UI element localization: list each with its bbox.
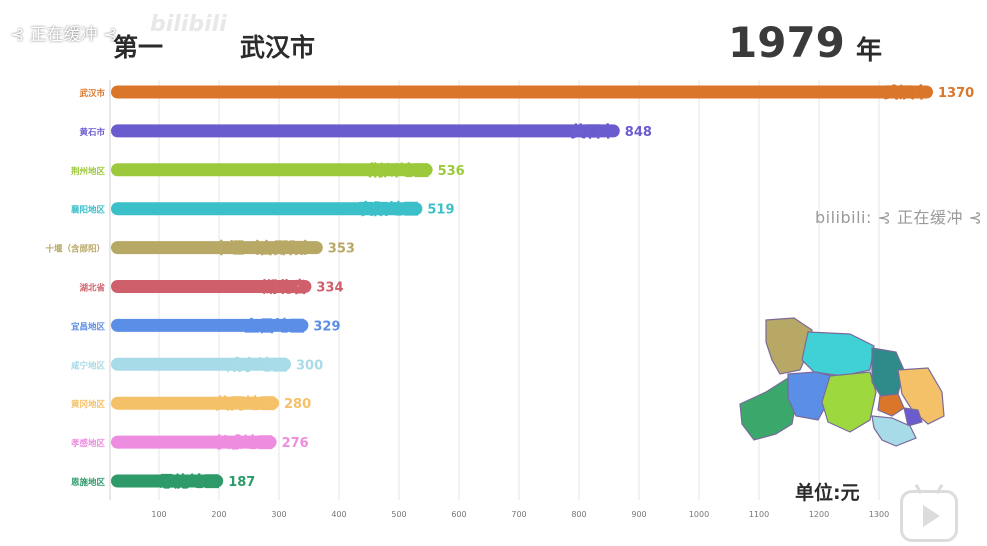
x-tick-label: 800 bbox=[571, 510, 586, 519]
value-label: 353 bbox=[328, 242, 355, 257]
bar bbox=[111, 124, 620, 138]
top-city-label: 武汉市 bbox=[240, 33, 316, 62]
bar-name-label: 黄石市 bbox=[571, 122, 616, 140]
buffering-indicator: ⊰ 正在缓冲 ⊰ bbox=[10, 25, 118, 45]
bar bbox=[111, 396, 279, 410]
bar bbox=[111, 202, 423, 216]
value-label: 280 bbox=[284, 397, 311, 412]
bar bbox=[111, 318, 309, 332]
value-label: 276 bbox=[282, 436, 309, 451]
hubei-map bbox=[739, 317, 945, 447]
buffering-watermark: bilibili: ⊰ 正在缓冲 ⊰ bbox=[815, 208, 983, 227]
value-label: 536 bbox=[438, 164, 465, 179]
x-tick-label: 200 bbox=[211, 510, 226, 519]
value-label: 519 bbox=[427, 203, 454, 218]
bar-name-label: 荆州地区 bbox=[369, 161, 429, 179]
value-label: 1370 bbox=[938, 86, 974, 101]
x-tick-label: 900 bbox=[631, 510, 646, 519]
year-unit-label: 年 bbox=[856, 36, 883, 66]
bar-name-label: 湖北省 bbox=[262, 278, 307, 296]
x-tick-label: 300 bbox=[271, 510, 286, 519]
category-label: 孝感地区 bbox=[70, 438, 106, 449]
bar-name-label: 咸宁地区 bbox=[227, 356, 287, 374]
bar-name-label: 十堰（含郧阳） bbox=[214, 239, 319, 257]
bar bbox=[111, 85, 933, 99]
category-label: 咸宁地区 bbox=[71, 360, 106, 371]
map-region bbox=[897, 367, 945, 425]
x-tick-label: 100 bbox=[151, 510, 166, 519]
rank-label: 第一 bbox=[113, 33, 164, 62]
x-tick-label: 700 bbox=[511, 510, 526, 519]
bar bbox=[111, 435, 277, 449]
x-tick-label: 1000 bbox=[689, 510, 709, 519]
category-label: 襄阳地区 bbox=[70, 205, 106, 216]
bar-name-label: 宜昌地区 bbox=[244, 317, 304, 335]
x-tick-label: 1100 bbox=[749, 510, 769, 519]
play-icon bbox=[923, 505, 940, 527]
map-region bbox=[871, 415, 917, 447]
bar-name-label: 襄阳地区 bbox=[357, 200, 418, 218]
category-label: 湖北省 bbox=[79, 283, 105, 294]
play-button[interactable] bbox=[900, 490, 958, 542]
bar bbox=[111, 357, 291, 371]
value-label: 300 bbox=[296, 358, 323, 373]
map-region bbox=[739, 377, 797, 441]
category-label: 十堰（含郧阳） bbox=[45, 244, 105, 255]
map-region bbox=[821, 371, 877, 433]
category-label: 荆州地区 bbox=[71, 166, 106, 177]
x-tick-label: 1200 bbox=[809, 510, 829, 519]
category-label: 恩施地区 bbox=[71, 477, 106, 488]
bar bbox=[111, 280, 312, 293]
bar-name-label: 孝感地区 bbox=[212, 434, 273, 452]
bar-name-label: 武汉市 bbox=[884, 84, 929, 102]
category-label: 武汉市 bbox=[79, 88, 105, 99]
map-region bbox=[765, 317, 813, 375]
map-region bbox=[903, 407, 923, 427]
bar bbox=[111, 163, 433, 177]
category-label: 黄冈地区 bbox=[71, 399, 106, 410]
bar bbox=[111, 474, 224, 488]
category-label: 黄石市 bbox=[79, 127, 105, 138]
value-label: 334 bbox=[316, 281, 343, 296]
x-tick-label: 1300 bbox=[869, 510, 889, 519]
map-region bbox=[877, 393, 905, 417]
x-tick-label: 400 bbox=[331, 510, 346, 519]
bar-name-label: 恩施地区 bbox=[159, 473, 219, 491]
map-region bbox=[801, 331, 875, 377]
bilibili-logo-watermark: bilibili bbox=[150, 12, 227, 37]
x-tick-label: 600 bbox=[451, 510, 466, 519]
value-label: 329 bbox=[313, 319, 340, 334]
bar-name-label: 黄冈地区 bbox=[215, 395, 275, 413]
x-tick-label: 500 bbox=[391, 510, 406, 519]
value-label: 848 bbox=[625, 125, 652, 140]
category-label: 宜昌地区 bbox=[71, 321, 106, 332]
bar bbox=[111, 241, 323, 255]
unit-label: 单位:元 bbox=[795, 482, 860, 504]
value-label: 187 bbox=[228, 475, 255, 490]
year-label: 1979 bbox=[728, 18, 845, 67]
map-region bbox=[787, 371, 833, 421]
